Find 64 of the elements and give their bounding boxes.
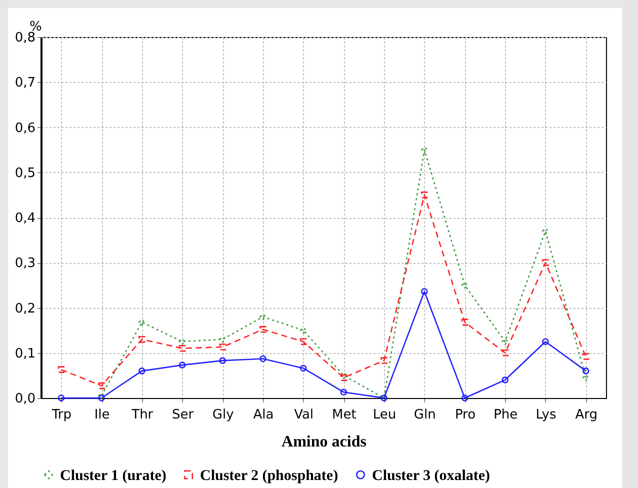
- x-tick-label: Pro: [454, 408, 476, 422]
- legend-label: Cluster 1 (urate): [60, 468, 166, 484]
- y-tick-label: 0,3: [14, 256, 36, 272]
- point: [340, 372, 348, 379]
- point: [260, 313, 266, 320]
- point: [582, 353, 590, 360]
- point: [98, 382, 105, 390]
- y-tick-label: 0,5: [14, 166, 36, 181]
- point: [178, 344, 186, 352]
- point: [219, 336, 226, 343]
- x-tick-label: Val: [294, 408, 314, 422]
- point: [542, 228, 549, 234]
- point: [421, 288, 428, 295]
- x-tick-label: Gly: [212, 408, 234, 422]
- point: [98, 394, 105, 402]
- y-tick-label: 0,4: [14, 211, 36, 226]
- point: [461, 318, 468, 326]
- point: [260, 326, 266, 333]
- x-tick-label: Ala: [253, 408, 274, 422]
- point: [178, 362, 186, 368]
- point: [138, 318, 146, 326]
- legend-label: Cluster 3 (oxalate): [372, 468, 490, 484]
- point: [582, 374, 590, 382]
- point: [502, 376, 508, 384]
- point: [138, 368, 146, 374]
- point: [300, 326, 307, 334]
- point: [138, 336, 146, 343]
- y-tick-label: 0,2: [14, 301, 36, 316]
- point: [502, 349, 508, 356]
- point: [461, 282, 468, 289]
- x-tick-label: Trp: [50, 408, 72, 422]
- point: [542, 259, 549, 266]
- x-tick-label: Ile: [94, 408, 110, 422]
- point: [98, 392, 105, 400]
- x-axis-title: Amino acids: [282, 434, 366, 450]
- point: [260, 355, 266, 362]
- point: [340, 374, 348, 382]
- x-tick-label: Gln: [414, 408, 436, 422]
- x-tick-label: Arg: [575, 408, 598, 422]
- point: [58, 366, 65, 373]
- x-tick-label: Ser: [172, 408, 194, 422]
- point: [461, 394, 468, 402]
- x-tick-label: Thr: [130, 408, 154, 422]
- x-tick-label: Leu: [372, 408, 396, 422]
- point: [219, 357, 226, 364]
- point: [300, 338, 307, 345]
- point: [421, 192, 428, 198]
- y-tick-label: 0,6: [14, 120, 36, 136]
- point: [219, 344, 226, 350]
- y-tick-label: 0,0: [14, 392, 36, 406]
- x-tick-label: Met: [332, 408, 356, 422]
- x-tick-label: Phe: [494, 408, 518, 422]
- point: [340, 388, 348, 396]
- point: [542, 338, 549, 345]
- point: [502, 338, 508, 345]
- point: [421, 146, 428, 154]
- point: [300, 364, 307, 372]
- point: [178, 338, 186, 345]
- y-tick-label: 0,8: [14, 30, 36, 46]
- point: [380, 357, 388, 364]
- legend-label: Cluster 2 (phosphate): [200, 468, 338, 484]
- y-tick-label: 0,1: [14, 346, 36, 362]
- y-tick-label: 0,7: [14, 76, 36, 91]
- x-tick-label: Lys: [536, 408, 556, 422]
